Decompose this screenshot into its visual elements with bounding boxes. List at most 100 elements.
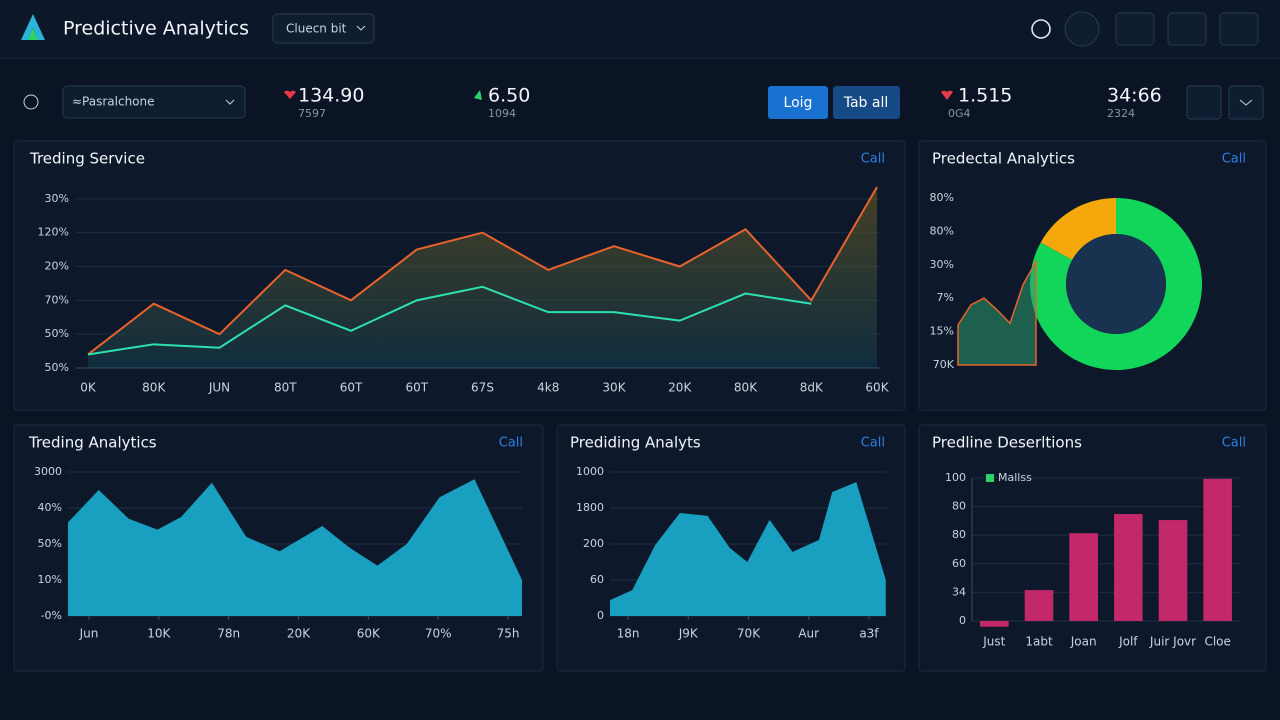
y-tick-label: 50% (45, 327, 69, 340)
x-tick-label: 80T (274, 381, 297, 395)
stat-sub: 2324 (1107, 107, 1135, 120)
x-tick-label: 60T (340, 381, 363, 395)
x-tick-label: 4k8 (537, 381, 559, 395)
x-tick-label: 80K (734, 381, 758, 395)
y-tick-label: 0 (597, 609, 604, 622)
x-tick-label: Just (982, 635, 1005, 649)
y-tick-label: 34 (952, 585, 966, 598)
cloud-icon (23, 94, 39, 110)
y-tick-label: 70K (933, 358, 955, 371)
x-tick-label: 60T (405, 381, 428, 395)
panel-action[interactable]: Call (861, 152, 885, 167)
stat-sub: 0G4 (948, 107, 971, 120)
y-tick-label: 50% (38, 537, 62, 550)
bar (1203, 478, 1232, 621)
bar (1069, 533, 1098, 621)
x-tick-label: 20K (668, 381, 692, 395)
dropdown-caret (356, 25, 366, 31)
x-tick-label: Cloe (1204, 635, 1230, 649)
x-tick-label: 30K (602, 381, 626, 395)
search-icon[interactable] (1167, 12, 1207, 46)
menu-button[interactable] (1228, 85, 1264, 120)
x-tick-label: 67S (471, 381, 494, 395)
y-tick-label: 70% (45, 293, 69, 306)
y-tick-label: 100 (945, 471, 966, 484)
bar (1114, 514, 1143, 621)
heart-icon (284, 90, 296, 99)
heart-icon (941, 90, 953, 100)
button[interactable] (833, 86, 900, 119)
button-label: Loig (784, 95, 813, 111)
panel-action[interactable]: Call (1222, 436, 1246, 451)
y-tick-label: 80 (952, 500, 966, 513)
chart-icon[interactable] (1115, 12, 1155, 46)
y-tick-label: 20% (45, 260, 69, 273)
button[interactable] (768, 86, 828, 119)
y-tick-label: 1000 (576, 465, 604, 478)
y-tick-label: 0 (959, 614, 966, 627)
panel-title: Treding Analytics (28, 434, 157, 452)
logo (21, 14, 45, 40)
bar (1024, 590, 1054, 621)
stat-sub: 1094 (488, 107, 516, 120)
y-tick-label: 50% (45, 361, 69, 374)
x-tick-label: 80K (142, 381, 166, 395)
x-tick-label: Juir Jovr (1149, 635, 1196, 649)
music-icon[interactable] (1064, 11, 1100, 47)
donut-segment (1030, 198, 1202, 370)
x-tick-label: Joan (1070, 635, 1097, 649)
y-tick-label: 1800 (576, 501, 604, 514)
settings-icon[interactable] (1219, 12, 1259, 46)
stat-value: 6.50 (488, 85, 530, 107)
area (957, 258, 1037, 366)
x-tick-label: JUN (208, 381, 230, 395)
y-tick-label: 10% (38, 573, 62, 586)
panel-action[interactable]: Call (1222, 152, 1246, 167)
y-tick-label: -0% (41, 609, 62, 622)
header-dropdown[interactable] (272, 13, 375, 44)
x-tick-label: 10K (147, 627, 171, 641)
x-tick-label: a3f (859, 627, 879, 641)
x-tick-label: Aur (798, 627, 819, 641)
panel-title: Predectal Analytics (932, 150, 1075, 168)
panel-action[interactable]: Call (499, 436, 523, 451)
app-title: Predictive Analytics (63, 18, 249, 40)
y-tick-label: 60 (590, 573, 604, 586)
legend-marker (986, 474, 994, 482)
up-icon (474, 90, 482, 100)
x-tick-label: 60K (865, 381, 889, 395)
x-tick-label: Jun (79, 627, 99, 641)
x-tick-label: 78n (217, 627, 240, 641)
line (87, 186, 878, 356)
toolbar-dropdown-label: ≈Pasralchone (72, 95, 155, 109)
toolbar-dropdown[interactable] (62, 85, 246, 119)
x-tick-label: 75h (497, 627, 520, 641)
x-tick-label: 20K (287, 627, 311, 641)
stat-value: 1.515 (958, 85, 1012, 107)
x-tick-label: 1abt (1025, 635, 1053, 649)
y-tick-label: 80% (930, 224, 954, 237)
y-tick-label: 30% (930, 258, 954, 271)
stat-value: 34:66 (1107, 85, 1162, 107)
donut-segment (1040, 198, 1116, 260)
caret (1239, 99, 1253, 106)
area-fill (88, 187, 877, 368)
x-tick-label: 70K (737, 627, 761, 641)
expand-button[interactable] (1186, 85, 1222, 120)
panel-title: Predline Deserltions (932, 434, 1082, 452)
line (87, 285, 812, 356)
panel-action[interactable]: Call (861, 436, 885, 451)
x-tick-label: Jolf (1118, 635, 1138, 649)
y-tick-label: 200 (583, 537, 604, 550)
x-tick-label: 0K (80, 381, 97, 395)
x-tick-label: 60K (357, 627, 381, 641)
x-tick-label: 8dK (800, 381, 824, 395)
power-icon[interactable] (1031, 19, 1051, 39)
stat-sub: 7597 (298, 107, 326, 120)
y-tick-label: 80 (952, 528, 966, 541)
y-tick-label: 15% (930, 325, 954, 338)
bar (1158, 520, 1188, 621)
logo-accent (28, 28, 38, 40)
panel-title: Treding Service (29, 150, 145, 168)
